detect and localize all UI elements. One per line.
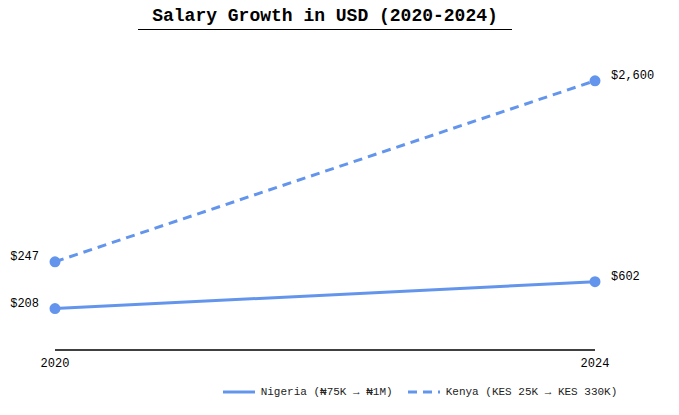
svg-text:$2,600: $2,600 — [611, 69, 654, 83]
html-text:Salary Growth in USD (2020-202: Salary Growth in USD (2020-2024) — [152, 6, 498, 26]
html-text:Nigeria (₦75K → ₦1M): Nigeria (₦75K → ₦1M) — [260, 386, 393, 398]
svg-text:2020: 2020 — [41, 357, 70, 371]
svg-text:$247: $247 — [10, 250, 39, 264]
html-text:Kenya (KES 25K → KES 330K): Kenya (KES 25K → KES 330K) — [445, 386, 618, 398]
svg-text:$208: $208 — [10, 297, 39, 311]
svg-text:$602: $602 — [611, 270, 640, 284]
svg-text:2024: 2024 — [581, 357, 610, 371]
